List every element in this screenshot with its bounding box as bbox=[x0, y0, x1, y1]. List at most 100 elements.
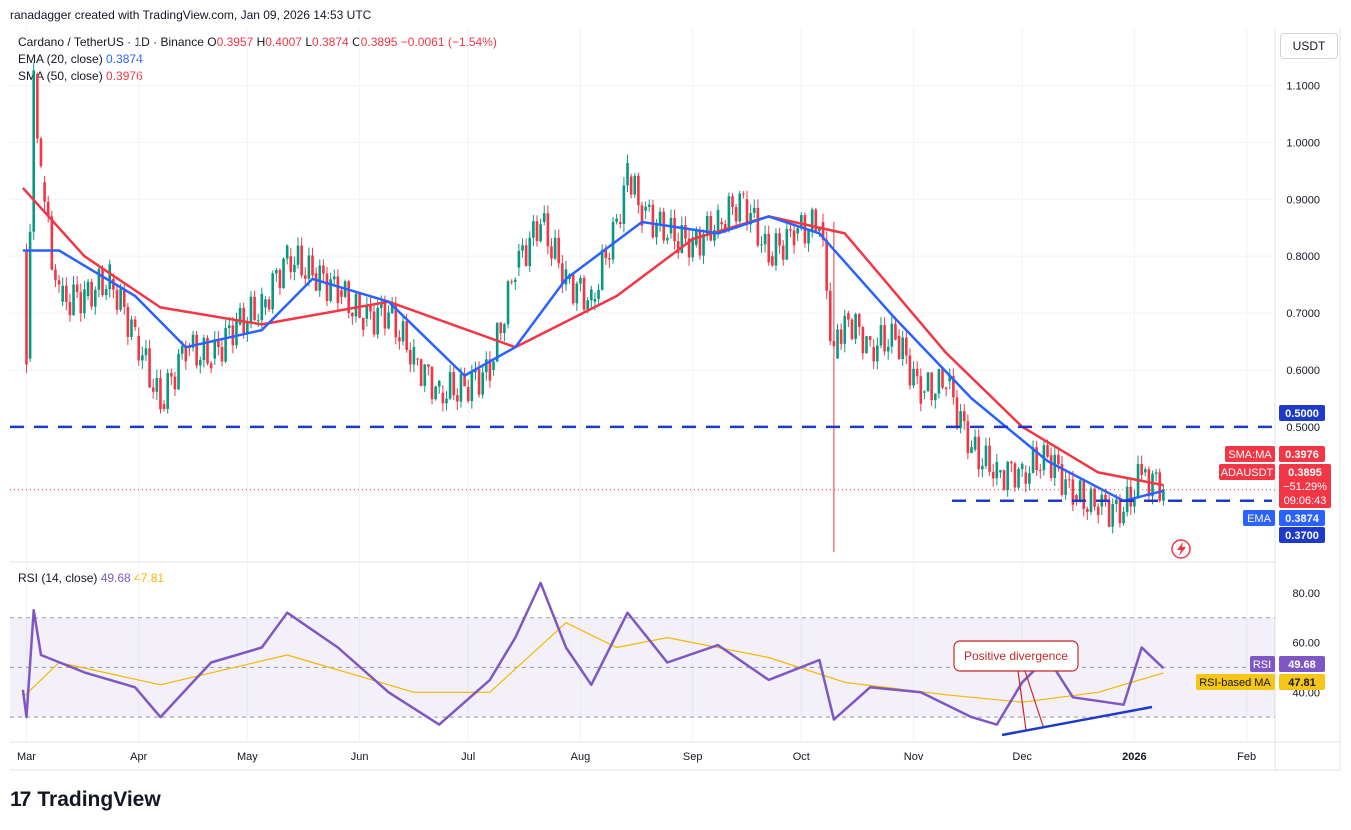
rsi-legend[interactable]: RSI (14, close) 49.68 47.81 bbox=[18, 571, 164, 585]
sma-legend-value: 0.3976 bbox=[106, 69, 143, 83]
candle-body bbox=[61, 285, 64, 302]
candle-body bbox=[1075, 495, 1078, 501]
candle-body bbox=[981, 465, 984, 470]
candle-body bbox=[184, 346, 188, 362]
candle-body bbox=[416, 358, 419, 360]
candle-body bbox=[434, 386, 437, 400]
sma-tag[interactable]: SMA:MA 0.3976 bbox=[1225, 446, 1325, 462]
candle-body bbox=[144, 348, 148, 356]
candle-body bbox=[666, 237, 669, 241]
candle-body bbox=[311, 255, 314, 276]
candle-body bbox=[626, 163, 629, 186]
candle-body bbox=[905, 337, 908, 356]
candle-body bbox=[43, 182, 46, 202]
sma-50-line[interactable] bbox=[21, 187, 1164, 487]
watermark-text: ranadagger created with TradingView.com,… bbox=[10, 8, 372, 22]
candle-body bbox=[749, 213, 752, 225]
candle-body bbox=[966, 421, 970, 454]
candle-body bbox=[731, 196, 734, 208]
candle-body bbox=[944, 387, 948, 390]
candle-body bbox=[839, 329, 843, 344]
candle-body bbox=[369, 305, 372, 312]
candle-body bbox=[72, 284, 75, 316]
candle-body bbox=[781, 245, 785, 260]
candle-body bbox=[209, 363, 213, 369]
candle-body bbox=[267, 299, 271, 310]
rsi-ma-tag[interactable]: RSI-based MA 47.81 bbox=[1196, 674, 1325, 690]
candle-body bbox=[546, 213, 550, 247]
candle-body bbox=[141, 355, 144, 361]
candle-body bbox=[1111, 503, 1114, 527]
time-tick-label: Apr bbox=[130, 751, 147, 763]
rsi-tick-label: 40.00 bbox=[1292, 687, 1320, 699]
ema-tag-label: EMA bbox=[1247, 513, 1272, 525]
level-0370-tag[interactable]: 0.3700 bbox=[1279, 527, 1325, 543]
candle-body bbox=[901, 337, 904, 360]
candle-body bbox=[1017, 469, 1020, 488]
price-tag[interactable]: ADAUSDT 0.3895 −51.29% 09:06:43 bbox=[1219, 464, 1331, 508]
ema-20-line[interactable] bbox=[22, 215, 1164, 503]
candle-body bbox=[477, 369, 481, 395]
candle-body bbox=[1082, 480, 1086, 509]
candle-body bbox=[260, 293, 264, 321]
candle-body bbox=[180, 346, 184, 354]
candle-body bbox=[83, 289, 86, 314]
time-tick-label: May bbox=[237, 751, 258, 763]
candle-body bbox=[550, 246, 553, 259]
level-0500-label: 0.5000 bbox=[1285, 408, 1319, 420]
chart-canvas[interactable]: 1.1000 1.0000 0.9000 0.8000 0.7000 0.6000 0.50… bbox=[0, 0, 1351, 780]
rsi-tag[interactable]: RSI 49.68 bbox=[1250, 656, 1325, 672]
candle-body bbox=[430, 366, 434, 400]
candle-body bbox=[521, 245, 524, 251]
candle-body bbox=[466, 387, 470, 402]
candle-body bbox=[1122, 511, 1125, 524]
candle-body bbox=[122, 288, 126, 308]
candle-body bbox=[727, 196, 731, 230]
candle-body bbox=[720, 222, 723, 225]
legend-symbol[interactable]: Cardano / TetherUS · 1D · Binance bbox=[18, 35, 204, 49]
candle-body bbox=[162, 404, 166, 409]
candle-body bbox=[821, 222, 825, 240]
lightning-icon[interactable] bbox=[1171, 539, 1191, 559]
candle-body bbox=[499, 322, 503, 334]
rsi-tag-value: 49.68 bbox=[1288, 659, 1316, 671]
candle-body bbox=[1006, 461, 1009, 490]
rsi-line[interactable] bbox=[21, 581, 1165, 726]
candle-body bbox=[789, 229, 792, 231]
positive-divergence-annotation[interactable]: Positive divergence bbox=[953, 640, 1079, 731]
candle-body bbox=[836, 329, 839, 359]
candle-body bbox=[723, 224, 727, 230]
ema-tag[interactable]: EMA 0.3874 bbox=[1243, 510, 1325, 526]
candle-body bbox=[557, 237, 561, 264]
candle-body bbox=[1060, 464, 1064, 495]
rsi-ma-line[interactable] bbox=[22, 622, 1164, 703]
candle-body bbox=[995, 462, 999, 479]
candle-body bbox=[481, 372, 484, 395]
candle-body bbox=[503, 324, 506, 334]
time-tick-label: Dec bbox=[1012, 751, 1032, 763]
sma-legend[interactable]: SMA (50, close) 0.3976 bbox=[18, 69, 143, 83]
candle-body bbox=[828, 290, 832, 342]
rsi-divergence-trendline[interactable] bbox=[1001, 705, 1153, 737]
candle-body bbox=[814, 209, 818, 232]
candle-body bbox=[767, 233, 771, 263]
level-0500-tag[interactable]: 0.5000 bbox=[1279, 405, 1325, 421]
legend-open: 0.3957 bbox=[216, 35, 254, 49]
candle-body bbox=[365, 305, 369, 319]
ema-legend[interactable]: EMA (20, close) 0.3874 bbox=[18, 52, 143, 66]
candle-body bbox=[506, 281, 510, 325]
candle-body bbox=[738, 193, 742, 222]
candle-body bbox=[101, 268, 104, 296]
candle-body bbox=[517, 250, 521, 268]
candle-body bbox=[1002, 470, 1006, 490]
currency-button[interactable]: USDT bbox=[1280, 33, 1338, 59]
candle-body bbox=[25, 250, 28, 365]
legend-c-label: C bbox=[352, 35, 361, 49]
tradingview-logo[interactable]: 17 TradingView bbox=[10, 788, 161, 812]
level-0370-label: 0.3700 bbox=[1285, 530, 1319, 542]
candle-body bbox=[361, 317, 365, 331]
candle-body bbox=[86, 281, 90, 296]
candle-body bbox=[1064, 479, 1067, 495]
rsi-legend-value: 49.68 bbox=[100, 571, 131, 585]
candle-body bbox=[318, 265, 322, 291]
